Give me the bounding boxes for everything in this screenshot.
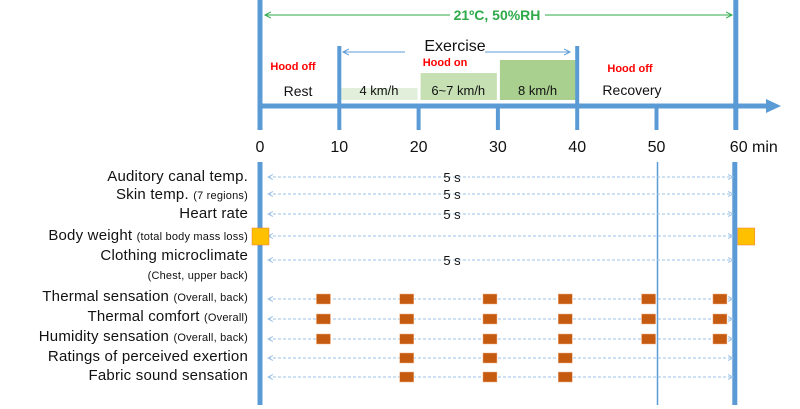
rating-marker <box>641 313 656 325</box>
rating-marker <box>712 313 728 325</box>
measurement-name: Fabric sound sensation <box>88 367 248 384</box>
measurement-label: Heart rate <box>179 205 248 223</box>
measurement-name: Body weight <box>48 227 133 244</box>
speed-block-3 <box>499 60 577 100</box>
hood-status-rest: Hood off <box>270 61 316 73</box>
speed-label-3: 8 km/h <box>518 83 557 98</box>
measurement-name: Humidity sensation <box>38 328 170 345</box>
speed-label-2: 6~7 km/h <box>431 83 485 98</box>
rating-marker <box>399 371 414 383</box>
measurement-label: Clothing microclimate (Chest, upper back) <box>100 247 248 285</box>
interval-label: 5 s <box>443 207 461 222</box>
speed-block-1 <box>341 88 418 100</box>
rating-marker <box>558 333 573 345</box>
hood-status-recovery: Hood off <box>607 63 653 75</box>
condition-label: 21ºC, 50%RH <box>454 7 541 23</box>
rating-marker <box>482 313 498 325</box>
measurement-label: Skin temp. (7 regions) <box>116 186 248 205</box>
measurement-name: Ratings of perceived exertion <box>47 348 248 365</box>
tick-label-40: 40 <box>568 139 586 156</box>
rating-marker <box>482 333 498 345</box>
tick-label-0: 0 <box>256 139 265 156</box>
tick-label-10: 10 <box>330 139 348 156</box>
interval-label: 5 s <box>443 253 461 268</box>
measurement-note: (Overall) <box>204 312 248 324</box>
rating-marker <box>399 352 414 364</box>
interval-label: 5 s <box>443 170 461 185</box>
measurement-label: Thermal sensation (Overall, back) <box>42 288 248 307</box>
rating-marker <box>399 333 414 345</box>
measurement-note: (7 regions) <box>193 190 248 202</box>
measurement-label: Humidity sensation (Overall, back) <box>39 328 248 347</box>
measurement-label: Thermal comfort (Overall) <box>87 308 248 327</box>
rating-marker <box>482 352 498 364</box>
measurement-label: Ratings of perceived exertion <box>48 348 248 366</box>
measurement-name: Heart rate <box>179 205 248 222</box>
measurement-note: (Chest, upper back) <box>147 270 248 282</box>
speed-label-1: 4 km/h <box>359 83 398 98</box>
rating-marker <box>558 293 573 305</box>
rating-marker <box>558 313 573 325</box>
rating-marker <box>712 333 728 345</box>
rating-marker <box>641 333 656 345</box>
speed-block-2 <box>420 73 497 100</box>
measurement-name: Thermal comfort <box>87 308 200 325</box>
measurement-name: Skin temp. <box>115 186 189 203</box>
interval-label: 5 s <box>443 187 461 202</box>
measurement-name: Auditory canal temp. <box>107 168 248 185</box>
body-weight-marker <box>251 227 270 246</box>
body-weight-marker <box>737 227 756 246</box>
measurement-name: Thermal sensation <box>42 288 170 305</box>
hood-status-exercise: Hood on <box>423 57 468 69</box>
tick-label-30: 30 <box>489 139 507 156</box>
measurement-name: Clothing microclimate <box>100 247 248 264</box>
tick-label-60: 60 min <box>730 139 778 156</box>
rating-marker <box>316 313 331 325</box>
measurement-note: (Overall, back) <box>173 332 248 344</box>
tick-label-50: 50 <box>648 139 666 156</box>
measurement-note: (Overall, back) <box>173 292 248 304</box>
phase-label-recovery: Recovery <box>602 82 661 98</box>
tick-label-20: 20 <box>410 139 428 156</box>
rating-marker <box>316 293 331 305</box>
rating-marker <box>712 293 728 305</box>
rating-marker <box>641 293 656 305</box>
measurement-label: Fabric sound sensation <box>89 367 249 385</box>
measurement-label: Body weight (total body mass loss) <box>48 227 248 246</box>
time-axis-arrowhead <box>766 99 781 113</box>
rating-marker <box>399 293 414 305</box>
rating-marker <box>482 371 498 383</box>
rating-marker <box>316 333 331 345</box>
exercise-label: Exercise <box>424 38 485 55</box>
rating-marker <box>558 371 573 383</box>
measurement-note: (total body mass loss) <box>136 231 248 243</box>
rating-marker <box>482 293 498 305</box>
rating-marker <box>399 313 414 325</box>
measurement-label: Auditory canal temp. <box>107 168 248 186</box>
rating-marker <box>558 352 573 364</box>
phase-label-rest: Rest <box>284 83 313 99</box>
